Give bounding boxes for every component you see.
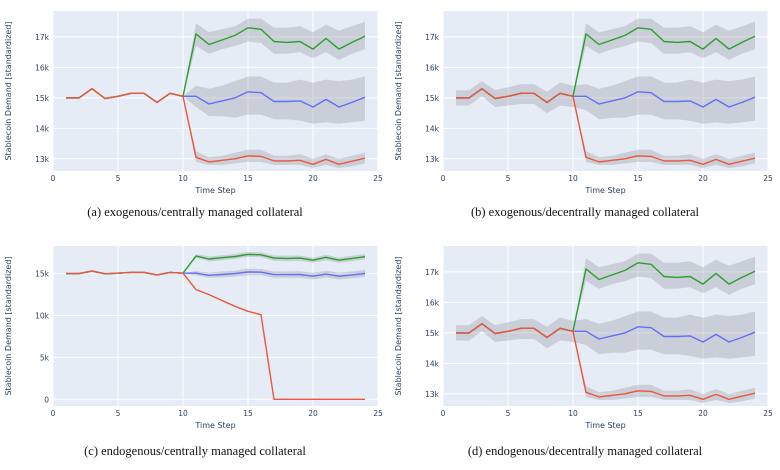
y-tick-label: 14k — [425, 359, 440, 368]
y-tick-label: 15k — [425, 329, 440, 338]
x-axis-label: Time Step — [194, 421, 235, 430]
y-tick-label: 15k — [425, 94, 440, 103]
x-tick-label: 15 — [633, 409, 643, 418]
plot-background — [443, 246, 768, 406]
x-tick-label: 25 — [373, 174, 383, 183]
x-tick-label: 0 — [51, 174, 56, 183]
y-tick-label: 17k — [35, 33, 50, 42]
y-tick-label: 16k — [425, 298, 440, 307]
x-tick-label: 25 — [763, 174, 773, 183]
y-tick-label: 17k — [425, 33, 440, 42]
y-tick-label: 16k — [35, 63, 50, 72]
x-axis-label: Time Step — [584, 421, 625, 430]
plot-background — [53, 11, 378, 171]
x-tick-label: 0 — [441, 174, 446, 183]
chart-caption: (b) exogenous/decentrally managed collat… — [470, 205, 700, 219]
y-tick-label: 13k — [35, 155, 50, 164]
x-axis-label: Time Step — [194, 186, 235, 195]
confidence-band — [456, 18, 755, 103]
y-tick-label: 5k — [40, 353, 50, 362]
x-tick-label: 5 — [506, 174, 511, 183]
x-tick-label: 20 — [698, 174, 708, 183]
confidence-band — [66, 268, 365, 280]
chart-svg: 0 5 10 15 20 25 13k 14k 15k 16k 17k Time Step Stable… — [4, 11, 383, 195]
series-line — [456, 322, 756, 401]
confidence-band — [456, 88, 755, 168]
confidence-band — [66, 76, 365, 124]
chart-caption: (a) exogenous/centrally managed collater… — [87, 205, 303, 219]
chart-svg: 0 5 10 15 20 25 0 5k 10k 15k Time Step Stablecoin D… — [4, 246, 383, 430]
chart-svg: 0 5 10 15 20 25 13k 14k 15k 16k 17k Time Step Stable… — [394, 11, 773, 195]
plot-background — [53, 246, 378, 406]
x-tick-label: 25 — [763, 409, 773, 418]
series-line — [66, 87, 366, 166]
x-tick-label: 20 — [308, 409, 318, 418]
y-tick-label: 13k — [425, 390, 440, 399]
x-tick-label: 10 — [178, 174, 188, 183]
x-tick-label: 5 — [116, 409, 121, 418]
series-line — [66, 270, 365, 401]
y-tick-label: 0 — [44, 395, 49, 404]
y-axis-label: Stablecoin Demand [standardized] — [4, 21, 13, 160]
y-tick-label: 17k — [425, 268, 440, 277]
x-tick-label: 0 — [51, 409, 56, 418]
confidence-band — [66, 18, 365, 103]
y-tick-label: 15k — [35, 270, 50, 279]
x-tick-label: 5 — [116, 174, 121, 183]
y-axis-label: Stablecoin Demand [standardized] — [394, 21, 403, 160]
y-tick-label: 10k — [35, 312, 50, 321]
chart-caption: (c) endogenous/centrally managed collate… — [84, 444, 306, 458]
chart-caption: (d) endogenous/decentrally managed colla… — [467, 444, 703, 458]
y-tick-label: 13k — [425, 155, 440, 164]
confidence-band — [456, 76, 755, 124]
y-axis-label: Stablecoin Demand [standardized] — [394, 256, 403, 395]
chart-panel-a: 0 5 10 15 20 25 13k 14k 15k 16k 17k Time Step Stable… — [0, 0, 390, 235]
x-tick-label: 10 — [178, 409, 188, 418]
confidence-band — [66, 88, 365, 168]
x-tick-label: 5 — [506, 409, 511, 418]
y-tick-label: 16k — [425, 63, 440, 72]
plot-background — [443, 11, 768, 171]
x-axis-label: Time Step — [584, 186, 625, 195]
chart-panel-c: 0 5 10 15 20 25 0 5k 10k 15k Time Step Stablecoin D… — [0, 235, 390, 470]
confidence-band — [456, 311, 755, 359]
chart-svg: 0 5 10 15 20 25 13k 14k 15k 16k 17k Time Step Stable… — [394, 246, 773, 430]
x-tick-label: 15 — [243, 409, 253, 418]
x-tick-label: 10 — [568, 409, 578, 418]
chart-panel-d: 0 5 10 15 20 25 13k 14k 15k 16k 17k Time Step Stable… — [390, 235, 780, 470]
y-axis-label: Stablecoin Demand [standardized] — [4, 256, 13, 395]
y-tick-label: 14k — [425, 124, 440, 133]
x-tick-label: 10 — [568, 174, 578, 183]
confidence-band — [456, 253, 755, 338]
x-tick-label: 20 — [308, 174, 318, 183]
confidence-band — [456, 323, 755, 403]
x-tick-label: 0 — [441, 409, 446, 418]
y-tick-label: 14k — [35, 124, 50, 133]
y-tick-label: 15k — [35, 94, 50, 103]
x-tick-label: 15 — [243, 174, 253, 183]
x-tick-label: 25 — [373, 409, 383, 418]
series-line — [456, 87, 756, 166]
x-tick-label: 15 — [633, 174, 643, 183]
x-tick-label: 20 — [698, 409, 708, 418]
chart-panel-b: 0 5 10 15 20 25 13k 14k 15k 16k 17k Time Step Stable… — [390, 0, 780, 235]
